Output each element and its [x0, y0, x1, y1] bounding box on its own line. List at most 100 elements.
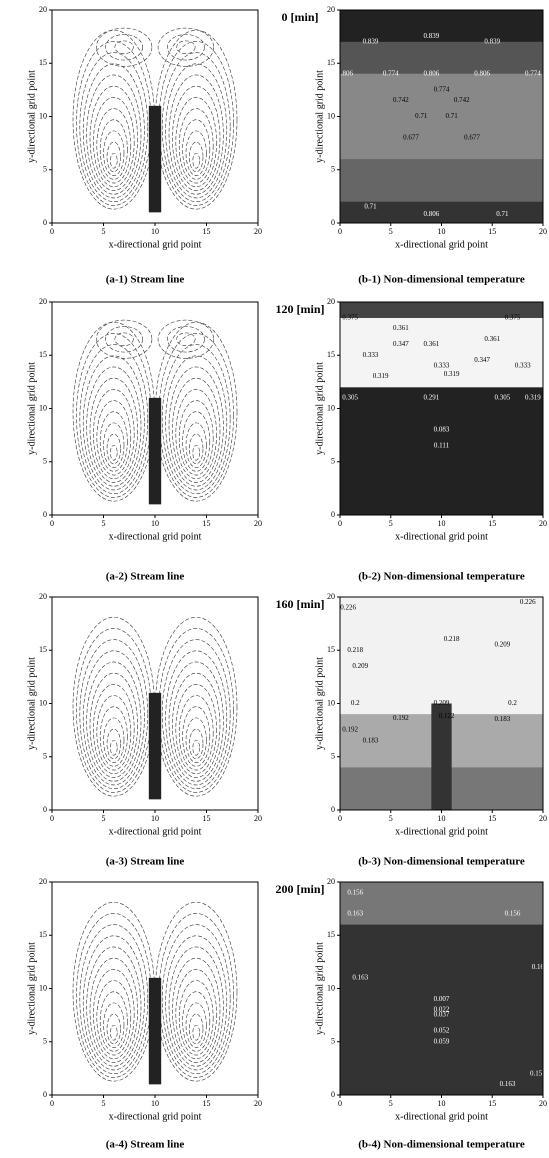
- x-axis-label: x-directional grid point: [395, 1111, 488, 1122]
- contour-label: 0.319: [444, 370, 460, 378]
- x-tick-label: 10: [151, 1099, 159, 1108]
- time-label: 120 [min]: [276, 302, 325, 316]
- y-axis-label: y-directional grid point: [26, 942, 37, 1035]
- streamline: [82, 935, 145, 1071]
- contour-label: 0.361: [423, 340, 439, 348]
- temperature-field: [340, 882, 543, 925]
- streamline: [175, 969, 217, 1060]
- y-tick-label: 15: [39, 350, 47, 359]
- x-tick-label: 5: [102, 519, 106, 528]
- y-tick-label: 0: [331, 218, 335, 227]
- y-tick-label: 0: [331, 1090, 335, 1099]
- plume: [148, 105, 162, 213]
- contour-label: 0.677: [403, 133, 419, 141]
- streamline: [158, 913, 234, 1078]
- streamline: [158, 628, 234, 793]
- y-tick-label: 15: [39, 58, 47, 67]
- temperature-panel: 0.839 0.839 0.839 0.806 0.774 0.806 0.806 0.774…: [314, 5, 547, 286]
- streamline: [178, 980, 214, 1056]
- streamline: [185, 1002, 207, 1048]
- contour-label: 0.839: [423, 32, 439, 40]
- y-tick-label: 20: [327, 592, 335, 601]
- x-tick-label: 10: [438, 227, 446, 236]
- streamline: [172, 672, 221, 778]
- time-label: 160 [min]: [276, 597, 325, 611]
- streamline: [93, 97, 135, 188]
- x-tick-label: 10: [438, 519, 446, 528]
- temperature-field: [340, 302, 543, 318]
- plume: [148, 692, 162, 800]
- contour-label: 0.209: [495, 641, 511, 649]
- contour-label: 0.347: [393, 340, 409, 348]
- streamline: [165, 355, 228, 491]
- streamline: [86, 946, 142, 1067]
- caption: (a-1) Stream line: [106, 274, 185, 286]
- x-tick-label: 20: [254, 227, 262, 236]
- streamline: [82, 63, 145, 199]
- streamline: [106, 1013, 121, 1045]
- streamline: [99, 991, 128, 1052]
- streamline: [105, 34, 143, 61]
- x-tick-label: 15: [203, 814, 211, 823]
- contour-label: 0.218: [444, 635, 460, 643]
- caption: (a-4) Stream line: [106, 1139, 185, 1151]
- x-tick-label: 20: [254, 519, 262, 528]
- streamline: [192, 444, 200, 461]
- x-tick-label: 0: [338, 1099, 342, 1108]
- contour-label: 0.183: [363, 736, 379, 744]
- streamline: [172, 957, 221, 1063]
- streamline: [76, 41, 152, 206]
- x-tick-label: 0: [50, 1099, 54, 1108]
- contour-label: 0.022: [434, 1005, 450, 1013]
- contour-label: 0.839: [363, 38, 379, 46]
- contour-label: 0.083: [434, 425, 450, 433]
- y-tick-label: 0: [43, 218, 47, 227]
- streamline: [161, 639, 231, 790]
- contour-label: 0.806: [423, 210, 439, 218]
- contour-label: 0.291: [423, 393, 439, 401]
- streamline: [110, 739, 118, 756]
- streamline: [192, 152, 200, 169]
- streamline: [96, 400, 132, 476]
- x-tick-label: 10: [151, 519, 159, 528]
- streamline: [110, 1024, 118, 1041]
- x-tick-label: 5: [102, 227, 106, 236]
- streamline: [105, 326, 143, 353]
- contour-label: 0.156: [505, 910, 521, 918]
- y-tick-label: 5: [331, 1037, 335, 1046]
- streamline: [167, 34, 205, 61]
- contour-label: 0.375: [505, 314, 521, 322]
- y-tick-label: 5: [43, 1037, 47, 1046]
- streamline: [76, 913, 152, 1078]
- streamline: [103, 717, 125, 763]
- y-tick-label: 10: [39, 698, 47, 707]
- y-tick-label: 5: [43, 457, 47, 466]
- contour-label: 0.163: [347, 910, 363, 918]
- x-tick-label: 15: [203, 1099, 211, 1108]
- temperature-panel: 0.375 0.361 0.375 0.347 0.361 0.361 0.333 0.347…: [314, 297, 547, 583]
- streamline: [192, 1024, 200, 1041]
- streamlines: [72, 616, 238, 800]
- x-tick-label: 20: [539, 227, 547, 236]
- streamline: [175, 684, 217, 775]
- temperature-field: [340, 387, 543, 515]
- streamline: [178, 108, 214, 184]
- x-axis-label: x-directional grid point: [395, 826, 488, 837]
- contour-label: 0.183: [495, 715, 511, 723]
- y-tick-label: 10: [39, 403, 47, 412]
- streamline: [96, 980, 132, 1056]
- contour-label: 0.007: [434, 995, 450, 1003]
- contour-label: 0.059: [434, 1037, 450, 1045]
- contour-label: 0.71: [446, 112, 459, 120]
- streamline: [99, 119, 128, 180]
- streamline: [106, 141, 121, 173]
- x-tick-label: 15: [488, 1099, 496, 1108]
- x-tick-label: 15: [203, 519, 211, 528]
- temperature-field: [431, 703, 452, 810]
- y-tick-label: 5: [331, 457, 335, 466]
- streamline: [106, 433, 121, 465]
- contour-label: 0.037: [434, 1011, 450, 1019]
- y-tick-label: 10: [327, 403, 335, 412]
